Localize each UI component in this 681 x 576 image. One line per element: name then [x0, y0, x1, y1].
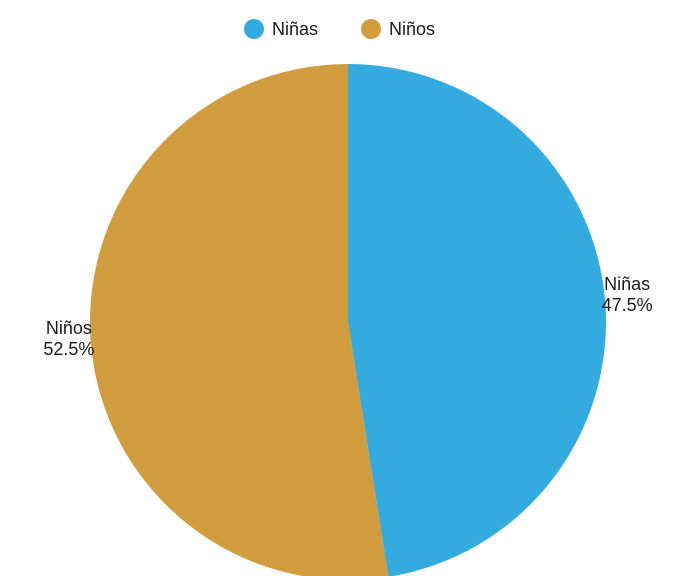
- slice-label-ninos: Niños 52.5%: [43, 318, 94, 359]
- slice-label-category: Niñas: [604, 274, 650, 294]
- pie-slices: [90, 64, 606, 576]
- legend-label: Niños: [389, 19, 435, 39]
- legend-label: Niñas: [272, 19, 318, 39]
- slice-label-category: Niños: [46, 318, 92, 338]
- pie-slice-ninas: [348, 64, 606, 576]
- legend-swatch: [244, 19, 264, 39]
- slice-label-percent: 52.5%: [43, 339, 94, 359]
- slice-labels: Niñas 47.5% Niños 52.5%: [43, 274, 652, 359]
- legend-item-ninos: Niños: [361, 19, 435, 39]
- slice-label-ninas: Niñas 47.5%: [602, 274, 653, 315]
- legend-swatch: [361, 19, 381, 39]
- slice-label-percent: 47.5%: [602, 295, 653, 315]
- pie-slice-ninos: [90, 64, 389, 576]
- chart-legend: Niñas Niños: [244, 19, 435, 39]
- legend-item-ninas: Niñas: [244, 19, 318, 39]
